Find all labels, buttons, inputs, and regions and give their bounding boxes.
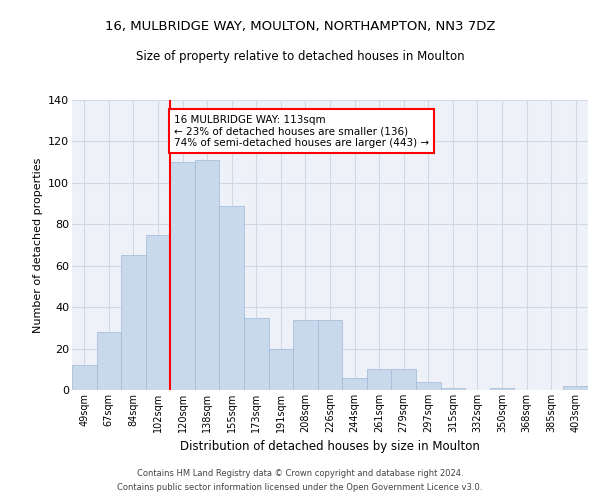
Bar — [121, 256, 146, 390]
Bar — [391, 370, 416, 390]
X-axis label: Distribution of detached houses by size in Moulton: Distribution of detached houses by size … — [180, 440, 480, 454]
Bar — [293, 320, 318, 390]
Y-axis label: Number of detached properties: Number of detached properties — [32, 158, 43, 332]
Bar — [416, 382, 440, 390]
Bar — [490, 388, 514, 390]
Bar — [244, 318, 269, 390]
Text: Size of property relative to detached houses in Moulton: Size of property relative to detached ho… — [136, 50, 464, 63]
Bar — [318, 320, 342, 390]
Bar — [563, 386, 588, 390]
Bar — [367, 370, 391, 390]
Text: Contains public sector information licensed under the Open Government Licence v3: Contains public sector information licen… — [118, 484, 482, 492]
Text: 16 MULBRIDGE WAY: 113sqm
← 23% of detached houses are smaller (136)
74% of semi-: 16 MULBRIDGE WAY: 113sqm ← 23% of detach… — [174, 114, 429, 148]
Bar — [440, 388, 465, 390]
Text: 16, MULBRIDGE WAY, MOULTON, NORTHAMPTON, NN3 7DZ: 16, MULBRIDGE WAY, MOULTON, NORTHAMPTON,… — [105, 20, 495, 33]
Bar — [269, 348, 293, 390]
Bar — [342, 378, 367, 390]
Bar — [195, 160, 220, 390]
Bar — [97, 332, 121, 390]
Bar — [72, 365, 97, 390]
Bar — [220, 206, 244, 390]
Bar — [170, 162, 195, 390]
Bar — [146, 234, 170, 390]
Text: Contains HM Land Registry data © Crown copyright and database right 2024.: Contains HM Land Registry data © Crown c… — [137, 468, 463, 477]
